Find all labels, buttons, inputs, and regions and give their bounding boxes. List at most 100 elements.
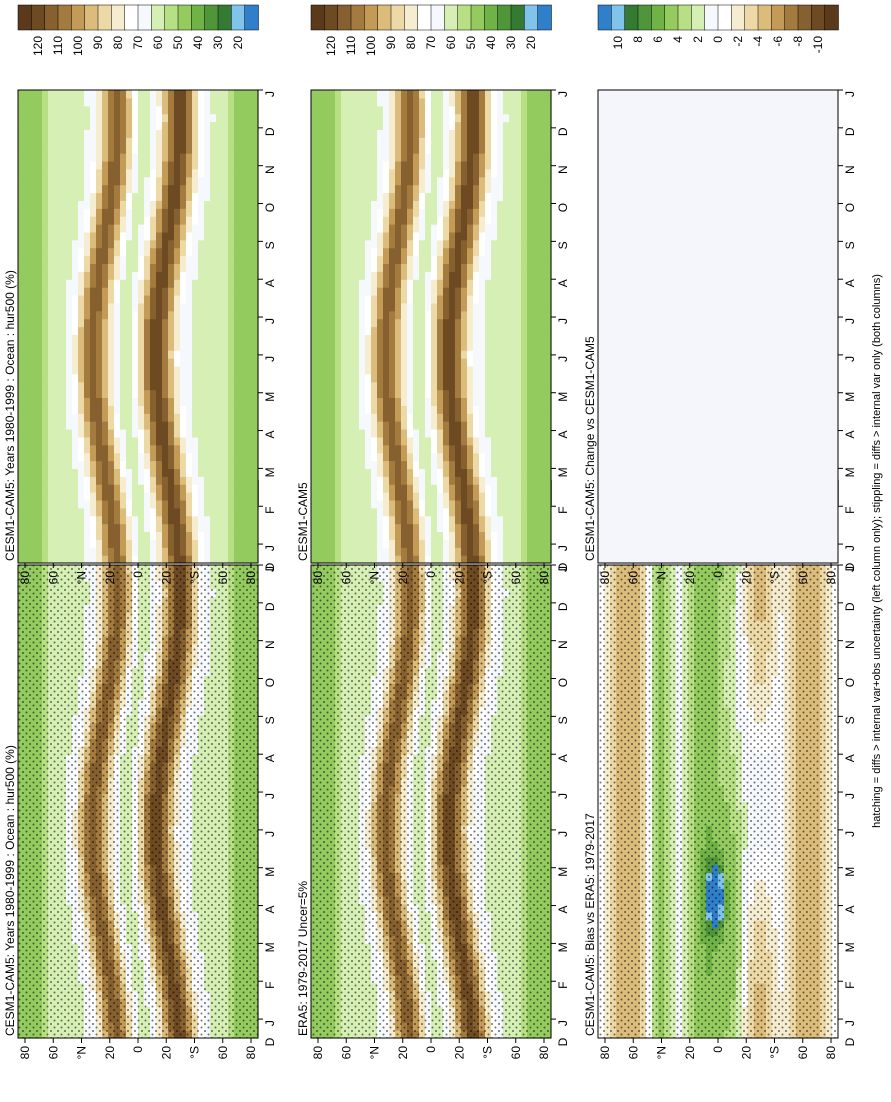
heatmap-cell [198, 239, 205, 249]
heatmap-cell [168, 145, 175, 154]
heatmap-cell [60, 97, 67, 107]
heatmap-cell [108, 200, 115, 209]
heatmap-cell [156, 499, 163, 509]
heatmap-cell [132, 145, 139, 154]
heatmap-cell [252, 460, 259, 469]
heatmap-cell [102, 499, 109, 509]
heatmap-cell [36, 287, 43, 296]
heatmap-cell [102, 247, 109, 257]
heatmap-cell [192, 105, 199, 115]
heatmap-cell [174, 263, 181, 272]
heatmap-cell [72, 397, 79, 406]
colorbar-label: 50 [171, 36, 185, 50]
heatmap-cell [18, 460, 25, 469]
heatmap-cell [72, 137, 79, 146]
heatmap-cell [90, 428, 97, 438]
heatmap-cell [54, 216, 61, 225]
heatmap-cell [198, 484, 205, 493]
heatmap-cell [90, 326, 97, 335]
heatmap-cell [180, 358, 187, 367]
heatmap-cell [132, 468, 139, 477]
heatmap-cell [42, 294, 49, 304]
heatmap-cell [54, 247, 61, 257]
heatmap-cell [132, 444, 139, 454]
heatmap-cell [54, 389, 61, 399]
heatmap-cell [24, 342, 31, 351]
heatmap-cell [204, 326, 211, 335]
colorbar-label: 120 [31, 36, 45, 56]
heatmap-cell [180, 239, 187, 249]
heatmap-cell [66, 365, 73, 375]
heatmap-cell [90, 216, 97, 225]
heatmap-cell [36, 460, 43, 469]
heatmap-cell [18, 224, 25, 233]
heatmap-cell [204, 413, 211, 422]
heatmap-cell [246, 373, 253, 383]
heatmap-cell [240, 271, 247, 280]
heatmap-cell [186, 547, 193, 556]
heatmap-cell [120, 326, 127, 335]
heatmap-cell [60, 555, 67, 564]
heatmap-cell [48, 90, 55, 99]
heatmap-cell [60, 397, 67, 406]
heatmap-cell [108, 129, 115, 138]
heatmap-cell [114, 113, 121, 123]
heatmap-cell [84, 176, 91, 186]
heatmap-cell [186, 381, 193, 391]
heatmap-cell [54, 176, 61, 186]
heatmap-cell [30, 97, 37, 107]
heatmap-cell [150, 113, 157, 123]
heatmap-cell [246, 153, 253, 162]
heatmap-cell [150, 97, 157, 107]
heatmap-cell [36, 145, 43, 154]
heatmap-cell [36, 531, 43, 540]
heatmap-cell [174, 373, 181, 383]
heatmap-cell [198, 294, 205, 304]
heatmap-cell [36, 436, 43, 446]
heatmap-cell [180, 507, 187, 517]
heatmap-cell [24, 224, 31, 233]
heatmap-cell [216, 444, 223, 454]
heatmap-cell [114, 129, 121, 138]
heatmap-cell [96, 547, 103, 556]
heatmap-cell [30, 547, 37, 556]
heatmap-cell [84, 350, 91, 359]
heatmap-cell [78, 397, 85, 406]
heatmap-cell [240, 452, 247, 462]
heatmap-cell [240, 216, 247, 225]
heatmap-cell [210, 153, 217, 162]
heatmap-cell [234, 444, 241, 454]
heatmap-cell [66, 452, 73, 462]
heatmap-cell [204, 405, 211, 414]
heatmap-cell [90, 263, 97, 272]
heatmap-cell [60, 499, 67, 509]
heatmap-cell [150, 373, 157, 383]
heatmap-cell [96, 318, 103, 328]
heatmap-cell [66, 326, 73, 335]
heatmap-cell [144, 468, 151, 477]
heatmap-cell [216, 334, 223, 343]
month-tick-label: J [263, 1020, 277, 1026]
heatmap-cell [60, 176, 67, 186]
heatmap-cell [72, 90, 79, 99]
heatmap-cell [246, 113, 253, 123]
heatmap-cell [222, 484, 229, 493]
heatmap-cell [156, 373, 163, 383]
heatmap-cell [198, 160, 205, 170]
heatmap-cell [132, 499, 139, 509]
heatmap-cell [126, 121, 133, 131]
heatmap-cell [24, 436, 31, 446]
heatmap-cell [84, 279, 91, 288]
heatmap-cell [78, 137, 85, 146]
heatmap-cell [78, 247, 85, 257]
heatmap-cell [24, 239, 31, 249]
heatmap-cell [108, 105, 115, 115]
heatmap-cell [60, 137, 67, 146]
heatmap-cell [246, 208, 253, 217]
heatmap-cell [96, 397, 103, 406]
heatmap-cell [30, 334, 37, 343]
heatmap-cell [234, 350, 241, 359]
month-tick-label: F [263, 982, 277, 989]
heatmap-cell [240, 239, 247, 249]
